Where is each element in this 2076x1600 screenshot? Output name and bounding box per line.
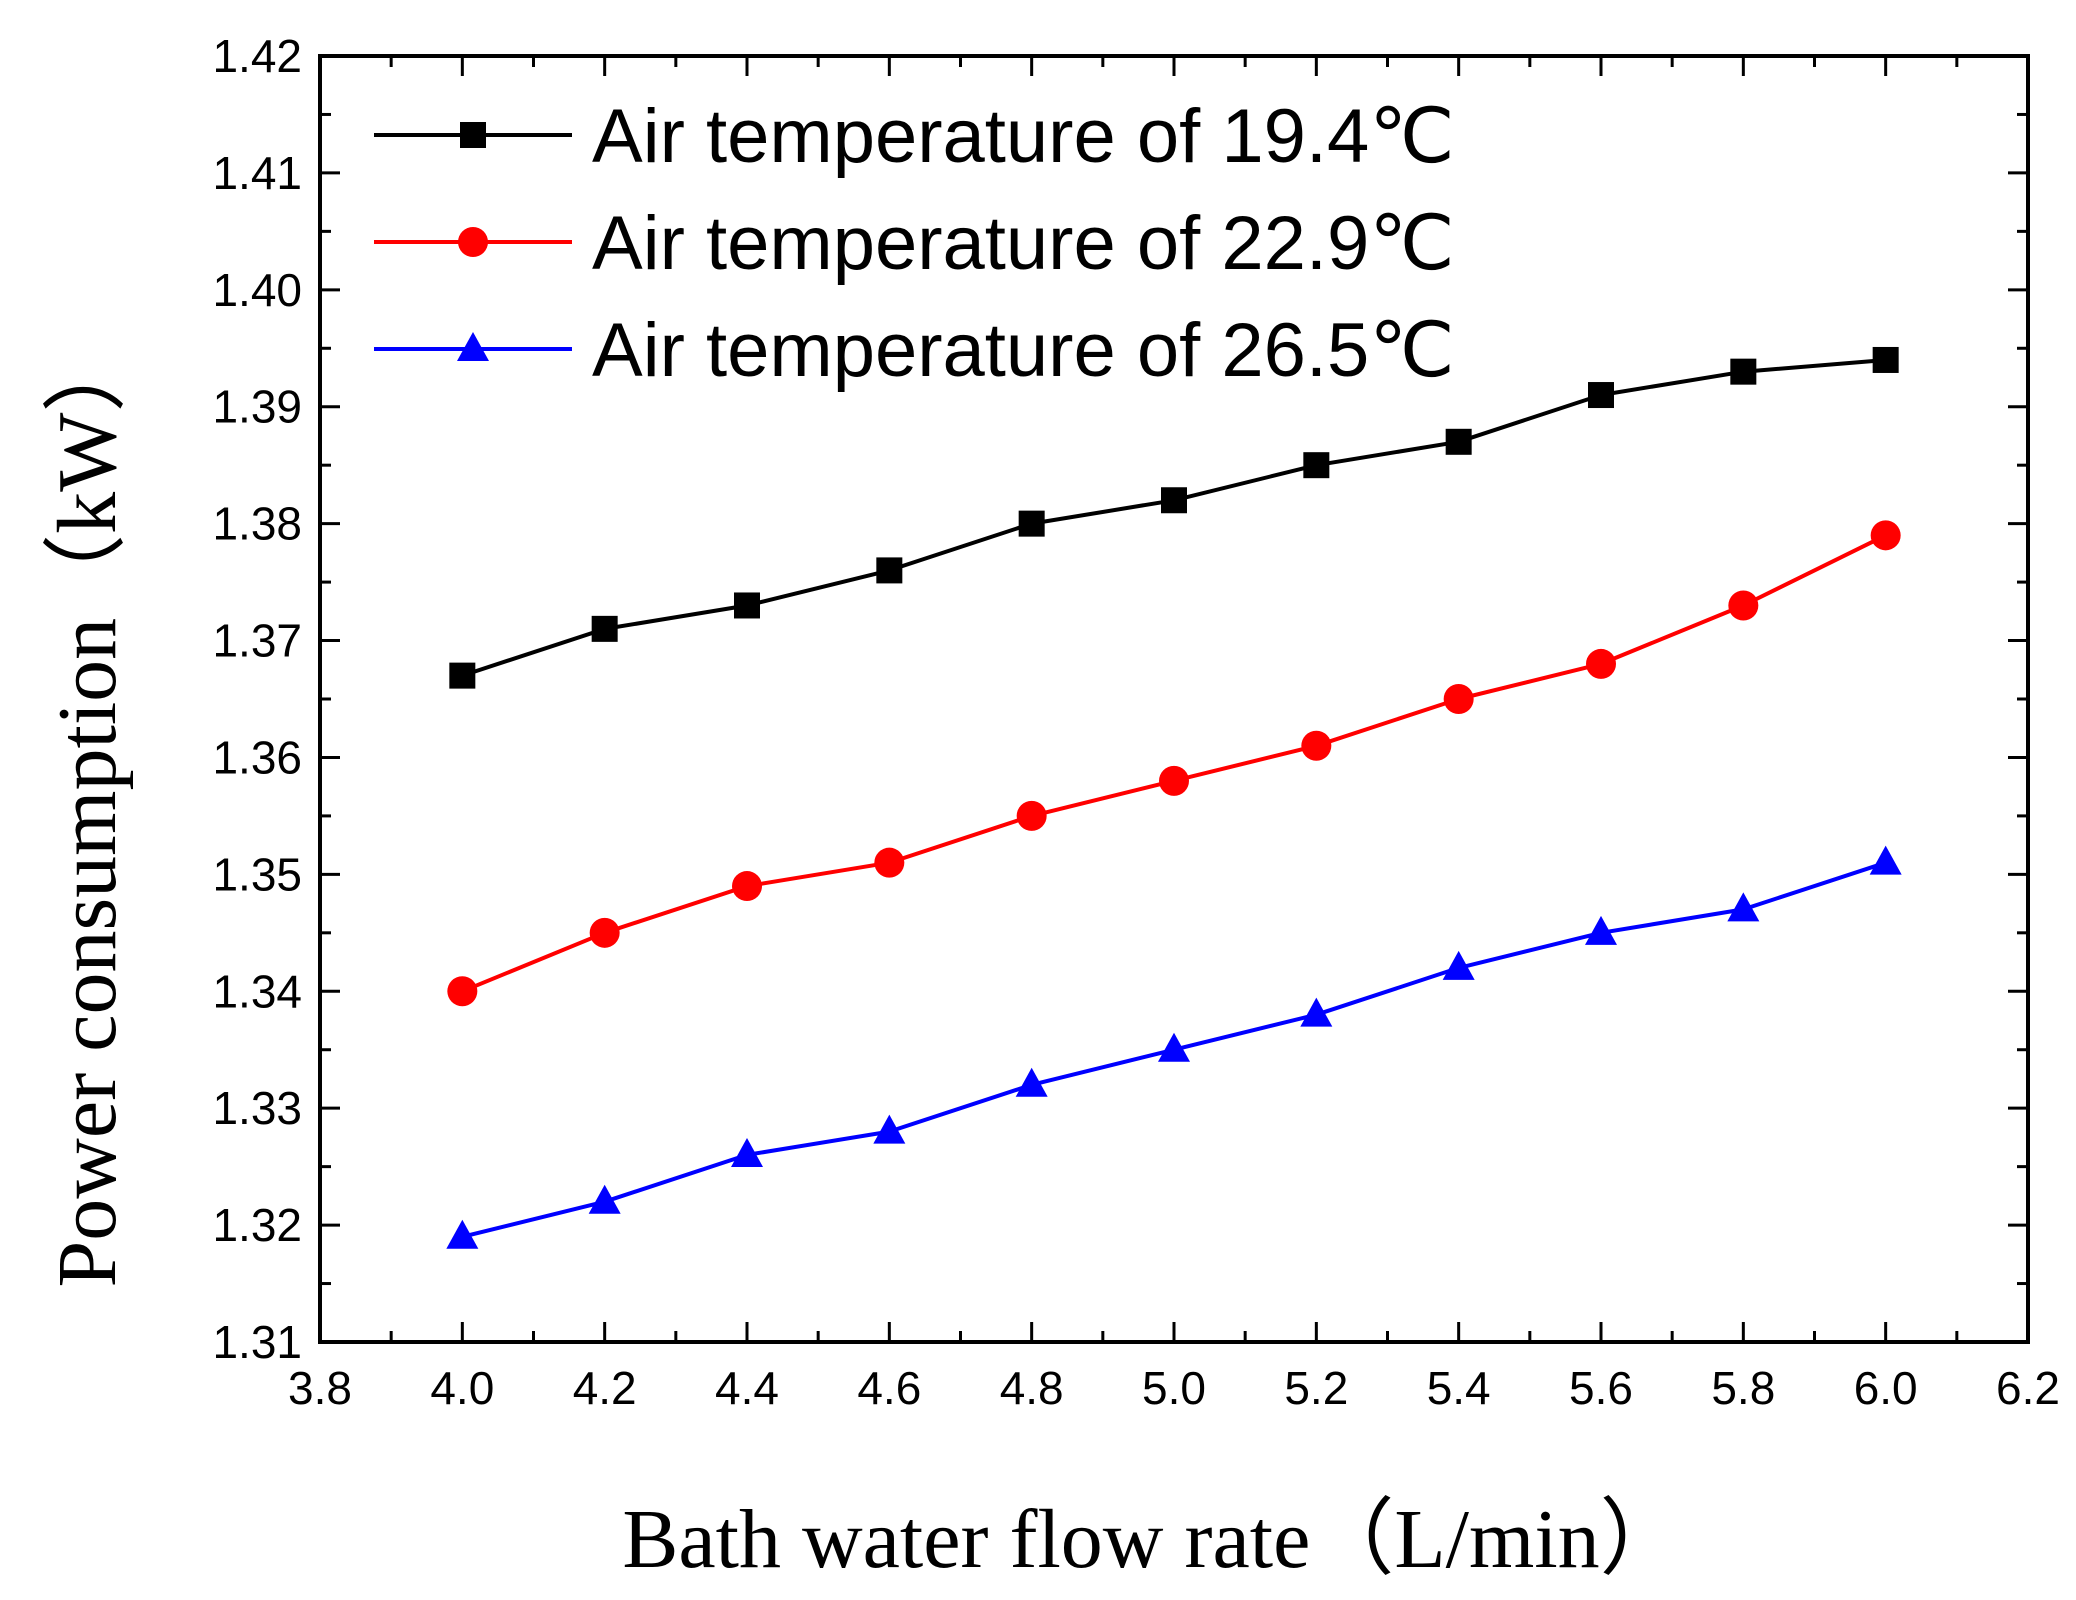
y-axis-title: Power consumption（kW） [41,329,134,1288]
data-point [446,1219,479,1249]
y-tick-label: 1.38 [212,498,302,550]
legend-entry-3: Air temperature of 26.5℃ [374,308,1455,393]
data-point [1869,845,1902,875]
data-point [1870,520,1901,551]
data-point [1159,765,1189,796]
y-tick-label: 1.36 [212,731,302,783]
legend-marker [460,122,486,148]
series-3 [446,845,1902,1249]
data-point [1301,730,1332,761]
data-point [449,662,476,689]
data-point [731,1137,763,1167]
x-tick-label: 4.6 [857,1362,921,1414]
y-tick-label: 1.35 [212,848,302,900]
data-point [1161,487,1187,514]
legend-entry-2: Air temperature of 22.9℃ [374,201,1455,286]
data-point [1727,892,1760,922]
x-tick-label: 5.8 [1711,1362,1775,1414]
series-layer [446,346,1902,1249]
data-point [1018,510,1045,537]
series-1 [449,346,1899,689]
data-point [1015,1067,1048,1097]
series-2 [447,520,1901,1007]
legend-label: Air temperature of 19.4℃ [592,94,1455,179]
data-point [1158,1032,1190,1062]
y-tick-label: 1.33 [212,1082,302,1134]
x-tick-label: 6.2 [1996,1362,2060,1414]
data-point [588,1184,621,1214]
data-point [734,592,760,619]
y-tick-label: 1.40 [212,264,302,316]
x-tick-label: 5.2 [1284,1362,1348,1414]
x-tick-label: 3.8 [288,1362,352,1414]
data-point [1443,684,1474,714]
legend-label: Air temperature of 26.5℃ [592,308,1455,393]
y-tick-label: 1.32 [212,1199,302,1251]
data-point [589,917,620,948]
x-tick-label: 5.6 [1569,1362,1633,1414]
y-tick-label: 1.39 [212,381,302,433]
x-tick-label: 5.0 [1142,1362,1206,1414]
data-point [874,847,905,878]
x-tick-label: 4.0 [430,1362,494,1414]
data-point [1016,800,1047,831]
data-point [1872,346,1899,373]
data-point [1585,915,1617,945]
y-tick-label: 1.41 [212,147,302,199]
legend-entry-1: Air temperature of 19.4℃ [374,94,1455,179]
data-point [732,871,762,902]
y-tick-label: 1.42 [212,30,302,82]
y-tick-label: 1.37 [212,615,302,667]
data-point [1586,648,1616,679]
y-tick-label: 1.31 [212,1316,302,1368]
data-point [873,1114,906,1144]
data-point [1442,950,1475,980]
x-tick-label: 4.2 [573,1362,637,1414]
data-point [1445,428,1472,455]
data-point [591,615,618,642]
data-point [1300,997,1333,1027]
data-point [447,976,478,1007]
data-point [1730,358,1757,385]
x-tick-label: 4.4 [715,1362,779,1414]
legend-marker [457,332,489,361]
data-point [876,557,903,584]
legend: Air temperature of 19.4℃ Air temperature … [374,94,1455,393]
axes: 3.8 4.0 4.2 4.4 4.6 4.8 5.0 5.2 5.4 5.6 5.8 6.0 6.2 1… [212,30,2060,1414]
x-tick-label: 4.8 [1000,1362,1064,1414]
x-tick-label: 5.4 [1427,1362,1491,1414]
legend-marker [458,227,488,257]
data-point [1303,452,1330,479]
x-tick-label: 6.0 [1854,1362,1918,1414]
data-point [1588,382,1614,409]
data-point [1728,590,1759,621]
y-tick-label: 1.34 [212,965,302,1017]
legend-label: Air temperature of 22.9℃ [592,201,1455,286]
x-axis-title: Bath water flow rate（L/min） [622,1493,1683,1586]
